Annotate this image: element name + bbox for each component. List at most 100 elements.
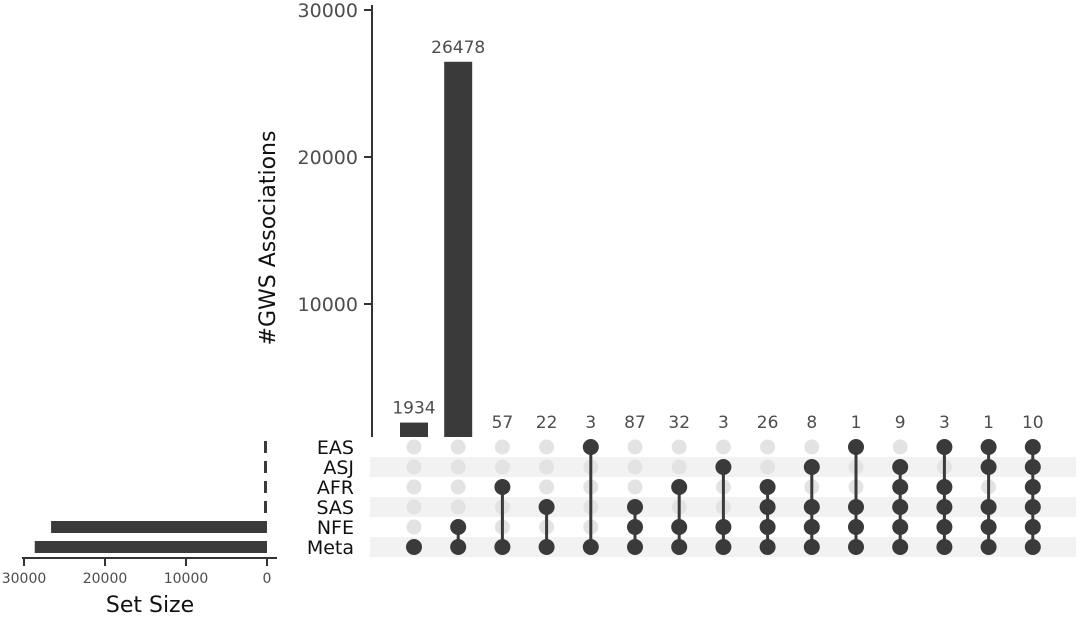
set-label: SAS [317,497,354,519]
bar-value-label: 1 [983,413,994,433]
set-size-bar [34,541,267,553]
matrix-dot-active [848,499,864,515]
matrix-dot-active [450,539,467,555]
set-size-bar [264,501,267,513]
matrix-dot-active [892,459,909,475]
set-label: NFE [317,517,354,539]
set-label: AFR [317,477,354,499]
matrix-dot-inactive [539,479,555,495]
matrix-dot-active [715,459,732,475]
matrix-dot-active [803,539,820,555]
matrix-dot-active [450,519,467,535]
matrix-dot-active [671,539,688,555]
matrix-dot-inactive [450,439,466,455]
set-size-bar [264,461,267,473]
set-size-tick-label: 30000 [2,571,47,587]
matrix-dot-active [627,539,643,555]
matrix-dot-active [936,499,953,515]
set-size-bar [264,481,267,493]
matrix-dot-inactive [671,459,687,475]
bar-value-label: 57 [492,413,514,433]
matrix-dot-active [671,519,688,535]
bar-value-label: 32 [668,413,690,433]
matrix-dot-active [892,499,909,515]
set-size-label: Set Size [106,593,194,616]
bar-value-label: 3 [939,413,950,433]
matrix-dot-active [759,499,776,515]
matrix-dot-active [803,519,820,535]
bar-value-label: 9 [895,413,906,433]
set-label: Meta [307,537,354,559]
matrix-dot-inactive [406,499,422,515]
matrix-dot-active [582,539,599,555]
matrix-dot-inactive [627,479,643,495]
matrix-dot-active [980,519,997,535]
matrix-dot-inactive [450,499,466,515]
bar-value-label: 1934 [392,399,435,419]
matrix-dot-active [759,479,776,495]
matrix-dot-active [980,459,997,475]
intersection-matrix [406,439,1041,555]
matrix-dot-inactive [494,439,510,455]
set-size-bars: 30000 20000 10000 0 [2,441,277,587]
matrix-dot-active [803,499,820,515]
intersection-bar [444,61,473,437]
matrix-dot-active [848,539,864,555]
matrix-dot-inactive [539,459,555,475]
set-size-tick-label: 0 [263,571,272,587]
matrix-dot-inactive [406,459,422,475]
matrix-dot-inactive [715,439,731,455]
y-tick-label: 20000 [298,147,358,169]
set-label: EAS [317,437,354,459]
bar-value-label: 8 [806,413,817,433]
bar-value-label: 1 [851,413,862,433]
matrix-dot-active [406,539,422,555]
matrix-dot-active [627,499,643,515]
matrix-dot-active [538,499,555,515]
matrix-dot-active [627,519,643,535]
matrix-dot-inactive [804,439,820,455]
intersection-y-axis: 10000 20000 30000 [298,0,373,437]
intersection-bars: 1934 26478 57 22 3 87 32 3 26 8 1 9 3 1 10 [392,38,1044,437]
y-tick-label: 30000 [298,0,358,22]
matrix-dot-inactive [450,459,466,475]
bar-value-label: 3 [718,413,729,433]
matrix-dot-inactive [406,479,422,495]
set-label: ASJ [323,457,354,479]
matrix-dot-active [1024,499,1041,515]
matrix-dot-active [936,479,953,495]
set-size-bar [51,521,267,533]
matrix-dot-active [759,539,776,555]
matrix-dot-active [1024,439,1041,455]
matrix-dot-inactive [760,439,776,455]
matrix-dot-inactive [406,519,422,535]
matrix-dot-active [980,439,997,455]
bar-value-label: 26 [757,413,779,433]
matrix-dot-active [1024,459,1041,475]
matrix-dot-inactive [627,439,643,455]
matrix-dot-active [715,519,732,535]
matrix-dot-active [936,519,953,535]
matrix-dot-active [671,479,688,495]
bar-value-label: 87 [624,413,646,433]
matrix-dot-inactive [671,439,687,455]
matrix-dot-active [759,519,776,535]
set-size-tick-label: 10000 [164,571,209,587]
matrix-dot-inactive [627,459,643,475]
set-size-tick-label: 20000 [83,571,128,587]
y-axis-label: #GWS Associations [256,131,281,346]
matrix-dot-active [1024,479,1041,495]
matrix-dot-active [1024,519,1041,535]
matrix-dot-active [848,439,864,455]
matrix-dot-active [494,479,511,495]
matrix-dot-inactive [450,479,466,495]
matrix-dot-inactive [406,439,422,455]
intersection-bar [400,422,428,437]
matrix-dot-active [980,539,997,555]
matrix-dot-inactive [892,439,908,455]
matrix-dot-active [892,479,909,495]
matrix-dot-active [715,539,732,555]
matrix-dot-inactive [760,459,776,475]
